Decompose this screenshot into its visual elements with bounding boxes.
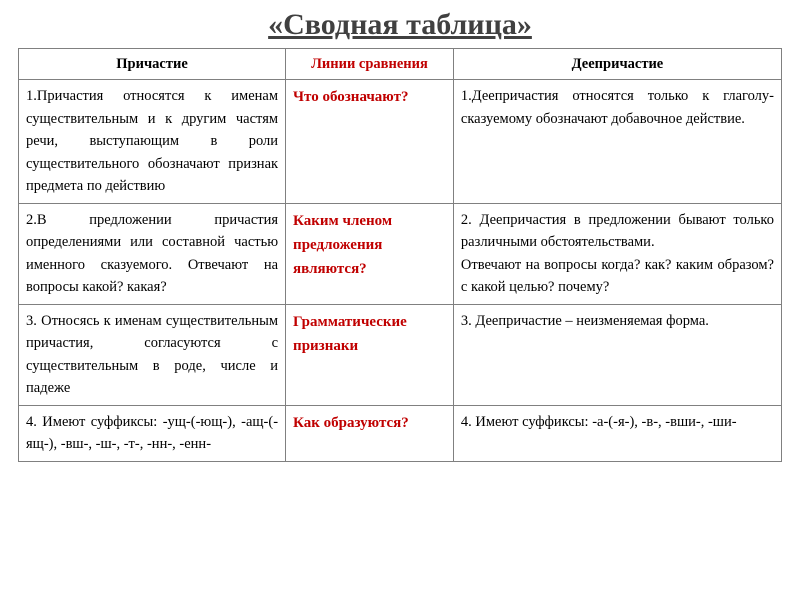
cell-right: 1.Деепричастия относятся только к глагол…: [453, 80, 781, 203]
summary-table: Причастие Линии сравнения Деепричастие 1…: [18, 48, 782, 462]
page-title: «Сводная таблица»: [18, 8, 782, 42]
table-row: 4. Имеют суффиксы: -ущ-(-ющ-), -ащ-(-ящ-…: [19, 405, 782, 461]
cell-mid: Каким членом предложения являются?: [286, 203, 454, 304]
header-right: Деепричастие: [453, 49, 781, 80]
table-header-row: Причастие Линии сравнения Деепричастие: [19, 49, 782, 80]
cell-left: 3. Относясь к именам существительным при…: [19, 304, 286, 405]
cell-right: 4. Имеют суффиксы: -а-(-я-), -в-, -вши-,…: [453, 405, 781, 461]
cell-left: 4. Имеют суффиксы: -ущ-(-ющ-), -ащ-(-ящ-…: [19, 405, 286, 461]
cell-mid: Как образуются?: [286, 405, 454, 461]
table-row: 2.В предложении причастия определениями …: [19, 203, 782, 304]
cell-right: 2. Деепричастия в предложении бывают тол…: [453, 203, 781, 304]
header-mid: Линии сравнения: [286, 49, 454, 80]
cell-left: 1.Причастия относятся к именам существит…: [19, 80, 286, 203]
header-left: Причастие: [19, 49, 286, 80]
table-row: 1.Причастия относятся к именам существит…: [19, 80, 782, 203]
table-row: 3. Относясь к именам существительным при…: [19, 304, 782, 405]
cell-mid: Что обозначают?: [286, 80, 454, 203]
cell-mid: Грамматические признаки: [286, 304, 454, 405]
cell-left: 2.В предложении причастия определениями …: [19, 203, 286, 304]
cell-right: 3. Деепричастие – неизменяемая форма.: [453, 304, 781, 405]
